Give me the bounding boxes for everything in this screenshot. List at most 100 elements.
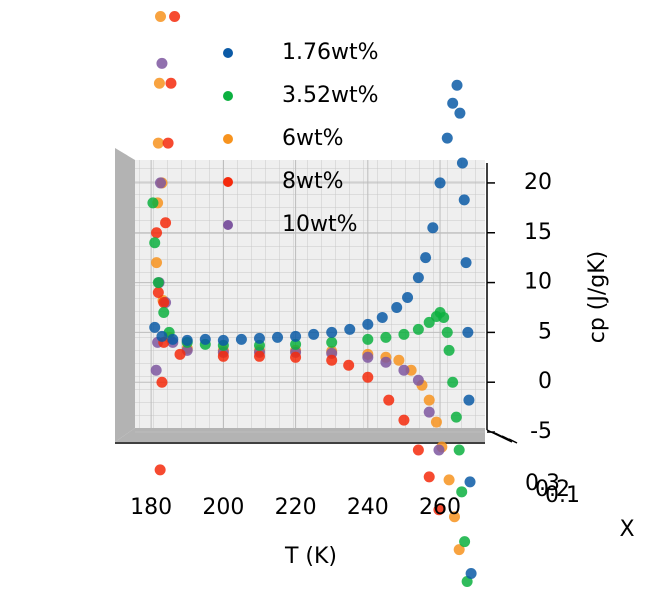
data-point <box>167 333 179 345</box>
axes-layer: 180 200 220 240 260 -5 0 5 10 15 20 0.30.20.1 <box>130 170 580 520</box>
data-point <box>398 328 410 340</box>
data-point <box>362 351 374 363</box>
data-point <box>290 330 302 342</box>
data-point <box>443 474 455 486</box>
data-point <box>434 177 446 189</box>
data-point <box>380 331 392 343</box>
x-tick-label: 220 <box>275 495 317 520</box>
data-point <box>453 444 465 456</box>
data-point <box>453 544 465 556</box>
data-point <box>235 333 247 345</box>
legend-marker <box>223 220 233 230</box>
data-point <box>423 316 435 328</box>
data-point <box>155 177 167 189</box>
z-axis-label: X <box>619 517 634 542</box>
data-point <box>169 11 181 23</box>
z-tick <box>494 432 504 438</box>
y-axis-label: cp (J/gK) <box>585 251 610 344</box>
data-point <box>447 97 459 109</box>
data-point <box>156 57 168 69</box>
data-point <box>253 350 265 362</box>
legend-marker <box>223 91 233 101</box>
z-tick-label: 0.2 <box>535 477 570 502</box>
data-point <box>147 197 159 209</box>
z-tick <box>501 435 511 441</box>
data-point <box>290 338 302 350</box>
data-point <box>156 376 168 388</box>
data-point <box>150 364 162 376</box>
data-point <box>154 464 166 476</box>
y-tick-label: 20 <box>524 170 552 195</box>
data-point <box>181 334 193 346</box>
data-point <box>149 321 161 333</box>
data-point <box>463 394 475 406</box>
data-point <box>326 336 338 348</box>
data-point <box>326 354 338 366</box>
x-tick-label: 240 <box>347 495 389 520</box>
data-point <box>152 287 164 299</box>
data-point <box>391 301 403 313</box>
data-point <box>441 132 453 144</box>
data-point <box>151 257 163 269</box>
data-point <box>343 359 355 371</box>
data-point <box>460 257 472 269</box>
data-point <box>160 217 172 229</box>
data-point <box>362 333 374 345</box>
z-tick-label: 0.1 <box>545 483 580 508</box>
x-axis-label: T (K) <box>284 544 337 569</box>
legend-label: 8wt% <box>282 169 344 194</box>
legend: 1.76wt% 3.52wt% 6wt% 8wt% 10wt% <box>223 40 379 237</box>
y-tick-label: -5 <box>530 419 552 444</box>
data-point <box>158 297 170 308</box>
data-point <box>308 328 320 340</box>
y-tick-label: 5 <box>538 319 552 344</box>
data-point <box>362 371 374 383</box>
legend-label: 3.52wt% <box>282 83 379 108</box>
data-point <box>199 333 211 345</box>
legend-label: 1.76wt% <box>282 40 379 65</box>
data-point <box>423 471 435 483</box>
data-point <box>423 394 435 406</box>
legend-marker <box>223 177 233 187</box>
data-point <box>465 568 477 580</box>
data-point <box>153 77 165 89</box>
data-point <box>456 157 468 169</box>
data-point <box>420 252 432 264</box>
data-point <box>290 351 302 363</box>
data-point <box>217 350 229 362</box>
data-point <box>423 406 435 418</box>
data-point <box>326 326 338 338</box>
y-tick-label: 15 <box>524 220 552 245</box>
data-point <box>459 536 471 548</box>
data-point <box>458 194 470 206</box>
data-point <box>441 326 453 338</box>
left-pane <box>115 148 135 442</box>
data-point <box>393 354 405 366</box>
data-point <box>427 222 439 234</box>
data-point <box>447 376 459 388</box>
legend-label: 6wt% <box>282 126 344 151</box>
data-point <box>412 323 424 335</box>
data-point <box>380 356 392 368</box>
data-point <box>376 311 388 323</box>
z-tick <box>508 438 518 444</box>
data-point <box>158 306 170 318</box>
data-point <box>217 334 229 346</box>
data-point <box>149 237 161 249</box>
data-point <box>155 11 167 23</box>
data-point <box>398 414 410 426</box>
floor-pane <box>115 428 485 442</box>
data-point <box>165 77 177 89</box>
data-point <box>462 326 474 338</box>
data-point <box>448 511 460 523</box>
data-point <box>383 394 395 406</box>
data-point <box>451 79 463 91</box>
legend-marker <box>223 48 233 58</box>
data-point <box>454 107 466 119</box>
data-point <box>456 486 468 498</box>
pane-grid <box>135 160 485 428</box>
data-point <box>151 227 163 239</box>
x-tick-label: 200 <box>202 495 244 520</box>
data-point <box>412 272 424 284</box>
